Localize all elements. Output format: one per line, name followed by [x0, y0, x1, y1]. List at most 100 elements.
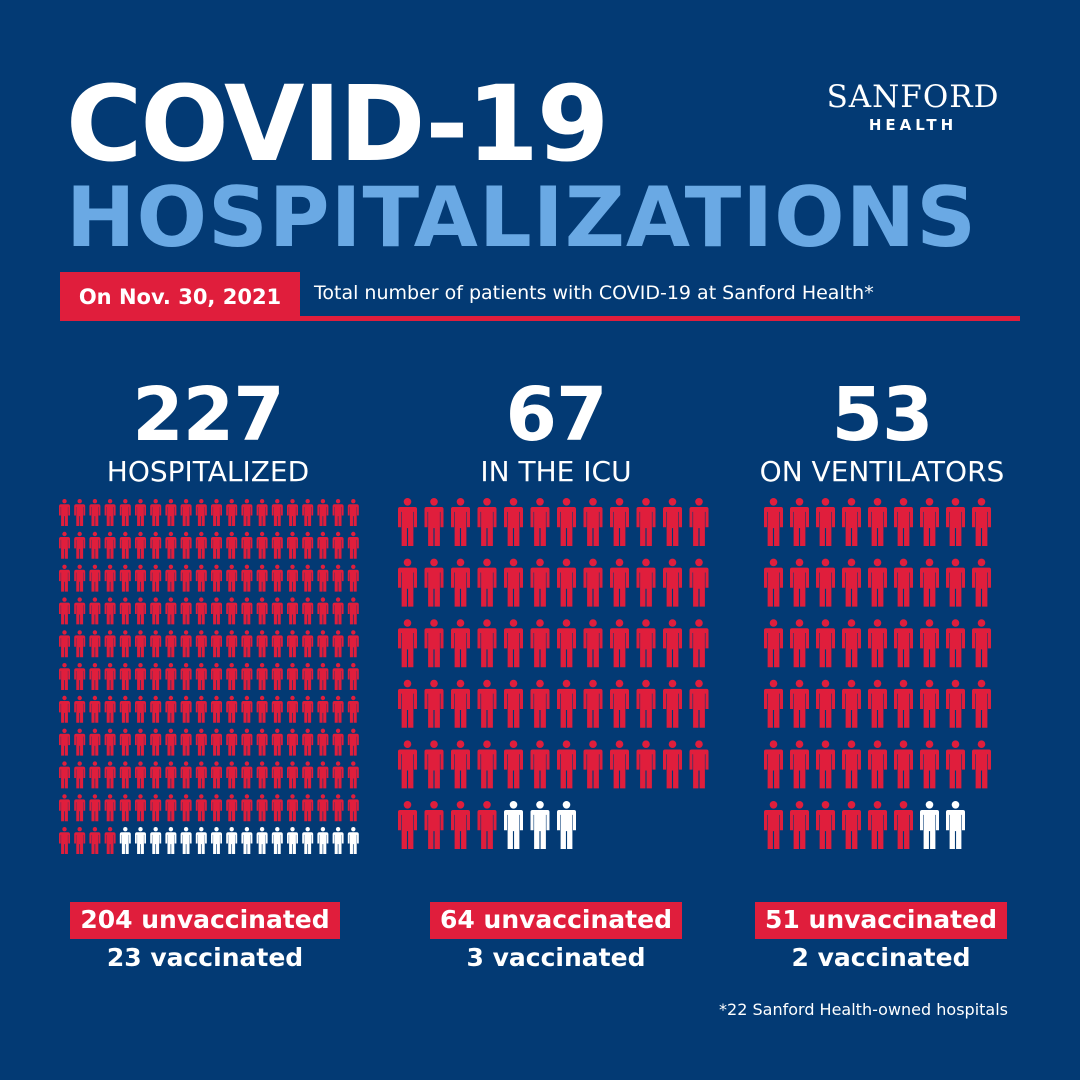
person-icon-unvaccinated — [226, 499, 238, 526]
person-icon-unvaccinated — [946, 619, 965, 668]
person-icon-unvaccinated — [89, 695, 101, 723]
person-icon-vaccinated — [332, 827, 344, 854]
person-icon-unvaccinated — [424, 558, 444, 607]
person-icon-unvaccinated — [150, 531, 162, 559]
person-icon-unvaccinated — [610, 679, 629, 728]
person-icon-unvaccinated — [530, 498, 550, 546]
person-icon-unvaccinated — [302, 499, 314, 526]
person-icon-unvaccinated — [180, 531, 192, 559]
person-icon-unvaccinated — [271, 761, 283, 789]
person-icon-unvaccinated — [195, 531, 207, 559]
person-icon-unvaccinated — [610, 498, 629, 546]
person-icon-unvaccinated — [241, 663, 253, 690]
person-icon-unvaccinated — [347, 728, 359, 756]
person-icon-unvaccinated — [398, 740, 417, 789]
person-icon-unvaccinated — [583, 498, 603, 546]
person-icon-vaccinated — [287, 827, 298, 854]
person-icon-unvaccinated — [287, 499, 298, 526]
person-icon-unvaccinated — [256, 564, 268, 592]
person-icon-unvaccinated — [195, 695, 207, 723]
person-icon-unvaccinated — [241, 695, 253, 723]
person-icon-unvaccinated — [894, 619, 913, 668]
person-icon-unvaccinated — [135, 663, 146, 690]
person-icon-unvaccinated — [226, 663, 238, 690]
person-icon-unvaccinated — [195, 794, 207, 822]
person-icon-unvaccinated — [868, 740, 887, 789]
person-icon-unvaccinated — [195, 728, 207, 756]
person-icon-unvaccinated — [150, 695, 162, 723]
person-icon-unvaccinated — [165, 761, 177, 789]
person-icon-unvaccinated — [119, 597, 131, 625]
person-icon-unvaccinated — [59, 794, 70, 822]
person-icon-unvaccinated — [89, 761, 101, 789]
person-icon-unvaccinated — [287, 663, 298, 690]
person-icon-unvaccinated — [271, 531, 283, 559]
person-icon-unvaccinated — [816, 801, 835, 849]
person-icon-unvaccinated — [530, 558, 550, 607]
person-icon-unvaccinated — [663, 679, 682, 728]
person-icon-unvaccinated — [119, 728, 131, 756]
person-icon-unvaccinated — [256, 663, 268, 690]
person-icon-unvaccinated — [195, 564, 207, 592]
person-icon-unvaccinated — [135, 499, 146, 526]
person-icon-unvaccinated — [868, 619, 887, 668]
person-icon-unvaccinated — [150, 499, 162, 526]
person-icon-unvaccinated — [332, 531, 344, 559]
person-icon-unvaccinated — [241, 794, 253, 822]
person-icon-unvaccinated — [790, 619, 809, 668]
person-icon-unvaccinated — [920, 498, 939, 546]
person-icon-unvaccinated — [165, 728, 177, 756]
stat-icu: 67 IN THE ICU — [376, 378, 736, 486]
person-icon-unvaccinated — [104, 499, 116, 526]
person-icon-unvaccinated — [211, 531, 222, 559]
person-icon-unvaccinated — [226, 597, 238, 625]
page-subtitle: HOSPITALIZATIONS — [66, 169, 977, 266]
person-icon-unvaccinated — [451, 740, 470, 789]
person-icon-vaccinated — [165, 827, 177, 854]
person-icon-unvaccinated — [816, 740, 835, 789]
person-icon-unvaccinated — [610, 558, 629, 607]
person-icon-unvaccinated — [332, 663, 344, 690]
page-title: COVID-19 — [66, 63, 609, 185]
person-icon-unvaccinated — [211, 761, 222, 789]
person-icon-unvaccinated — [504, 679, 523, 728]
person-icon-unvaccinated — [663, 498, 682, 546]
person-icon-unvaccinated — [287, 761, 298, 789]
person-icon-unvaccinated — [317, 728, 329, 756]
person-icon-unvaccinated — [920, 679, 939, 728]
person-icon-unvaccinated — [302, 630, 314, 658]
stat-total: 67 — [505, 372, 608, 458]
person-icon-unvaccinated — [816, 498, 835, 546]
person-icon-unvaccinated — [504, 740, 523, 789]
stat-total: 53 — [831, 372, 934, 458]
person-icon-unvaccinated — [868, 801, 887, 849]
person-icon-unvaccinated — [530, 679, 550, 728]
person-icon-unvaccinated — [842, 740, 861, 789]
stat-ventilators: 53 ON VENTILATORS — [702, 378, 1062, 486]
ventilators-person-grid — [763, 497, 1003, 862]
person-icon-unvaccinated — [816, 558, 835, 607]
person-icon-unvaccinated — [241, 531, 253, 559]
person-icon-unvaccinated — [119, 564, 131, 592]
person-icon-unvaccinated — [165, 531, 177, 559]
person-icon-unvaccinated — [226, 630, 238, 658]
person-icon-unvaccinated — [894, 498, 913, 546]
person-icon-vaccinated — [317, 827, 329, 854]
person-icon-unvaccinated — [241, 499, 253, 526]
person-icon-unvaccinated — [302, 531, 314, 559]
person-icon-unvaccinated — [946, 679, 965, 728]
person-icon-unvaccinated — [256, 794, 268, 822]
person-icon-unvaccinated — [135, 630, 146, 658]
person-icon-unvaccinated — [165, 794, 177, 822]
person-icon-unvaccinated — [347, 695, 359, 723]
person-icon-unvaccinated — [226, 695, 238, 723]
person-icon-unvaccinated — [946, 740, 965, 789]
person-icon-unvaccinated — [790, 740, 809, 789]
person-icon-unvaccinated — [271, 695, 283, 723]
person-icon-unvaccinated — [317, 499, 329, 526]
person-icon-unvaccinated — [424, 740, 444, 789]
person-icon-unvaccinated — [256, 761, 268, 789]
person-icon-unvaccinated — [451, 679, 470, 728]
summary-icu: 64 unvaccinated 3 vaccinated — [376, 902, 736, 973]
person-icon-unvaccinated — [477, 498, 497, 546]
